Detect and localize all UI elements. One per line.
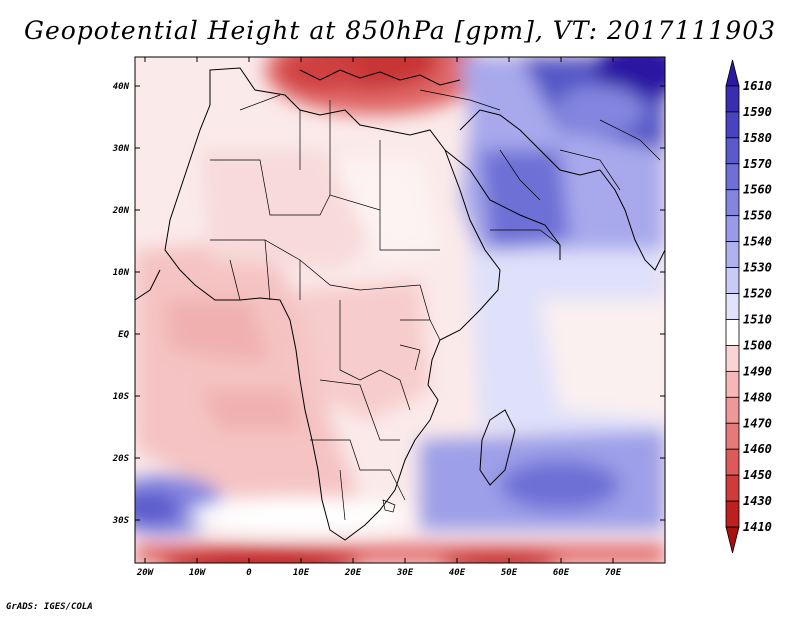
colorbar-level-label: 1490 bbox=[743, 364, 772, 378]
x-tick-label: 20E bbox=[344, 568, 362, 578]
plot-frame bbox=[134, 56, 666, 564]
colorbar-swatch bbox=[725, 189, 740, 217]
colorbar-level-label: 1430 bbox=[743, 494, 772, 508]
colorbar-level-label: 1520 bbox=[743, 287, 772, 301]
colorbar-level-label: 1590 bbox=[743, 105, 772, 119]
colorbar-level-label: 1450 bbox=[743, 468, 772, 482]
x-tick-label: 0 bbox=[246, 568, 252, 578]
colorbar-level-label: 1510 bbox=[743, 312, 772, 326]
colorbar-swatch bbox=[725, 241, 740, 268]
x-tick-label: 50E bbox=[501, 568, 518, 578]
colorbar-level-label: 1500 bbox=[743, 338, 772, 352]
colorbar-level-label: 1530 bbox=[743, 261, 772, 275]
colorbar-swatch bbox=[725, 526, 740, 554]
colorbar-swatch bbox=[725, 267, 740, 294]
y-tick-label: EQ bbox=[118, 330, 129, 340]
x-tick-label: 20W bbox=[136, 568, 155, 578]
colorbar-swatch bbox=[725, 319, 740, 346]
y-tick-label: 30S bbox=[112, 516, 130, 526]
colorbar-level-label: 1610 bbox=[743, 79, 772, 93]
y-tick-label: 20N bbox=[112, 206, 130, 216]
colorbar-level-label: 1580 bbox=[743, 131, 772, 145]
colorbar-swatch bbox=[725, 396, 740, 424]
y-tick-label: 10S bbox=[113, 392, 130, 402]
axis-ticks bbox=[135, 57, 665, 563]
colorbar-swatch bbox=[725, 474, 740, 502]
colorbar-swatch bbox=[725, 500, 740, 528]
y-tick-label: 40N bbox=[113, 82, 130, 92]
colorbar-swatch bbox=[725, 293, 740, 320]
x-tick-label: 10E bbox=[293, 568, 310, 578]
colorbar-swatch bbox=[725, 370, 740, 398]
x-tick-label: 60E bbox=[553, 568, 570, 578]
colorbar-level-label: 1570 bbox=[743, 157, 772, 171]
footer-credit: GrADS: IGES/COLA bbox=[6, 602, 93, 612]
x-tick-label: 70E bbox=[605, 568, 622, 578]
colorbar-swatch bbox=[725, 448, 740, 476]
x-tick-label: 30E bbox=[396, 568, 414, 578]
colorbar bbox=[725, 59, 740, 554]
colorbar-swatch bbox=[725, 137, 740, 165]
height-field bbox=[135, 57, 665, 563]
colorbar-swatch bbox=[725, 215, 740, 243]
colorbar-swatch bbox=[725, 345, 740, 372]
y-axis-labels: 40N 30N 20N 10N EQ 10S 20S 30S bbox=[112, 82, 130, 526]
colorbar-swatch bbox=[725, 163, 740, 191]
colorbar-swatch bbox=[725, 111, 740, 139]
y-tick-label: 30N bbox=[112, 144, 130, 154]
colorbar-swatch bbox=[725, 85, 740, 113]
coastlines bbox=[135, 67, 665, 541]
colorbar-labels: 1610 1590 1580 1570 1560 1550 1540 1530 1520 1510… bbox=[743, 79, 772, 534]
colorbar-level-label: 1480 bbox=[743, 390, 772, 404]
x-tick-label: 40E bbox=[449, 568, 466, 578]
colorbar-level-label: 1550 bbox=[743, 209, 772, 223]
map-title: Geopotential Height at 850hPa [gpm], VT:… bbox=[23, 16, 777, 45]
colorbar-swatch bbox=[725, 422, 740, 450]
colorbar-level-label: 1540 bbox=[743, 235, 772, 249]
y-tick-label: 10N bbox=[113, 268, 130, 278]
colorbar-level-label: 1470 bbox=[743, 416, 772, 430]
colorbar-swatch bbox=[725, 59, 740, 87]
colorbar-level-label: 1560 bbox=[743, 183, 772, 197]
country-borders bbox=[210, 89, 661, 521]
colorbar-level-label: 1410 bbox=[743, 520, 772, 534]
y-tick-label: 20S bbox=[112, 454, 130, 464]
x-tick-label: 10W bbox=[189, 568, 207, 578]
colorbar-level-label: 1460 bbox=[743, 442, 772, 456]
x-axis-labels: 20W 10W 0 10E 20E 30E 40E 50E 60E 70E bbox=[136, 568, 622, 578]
